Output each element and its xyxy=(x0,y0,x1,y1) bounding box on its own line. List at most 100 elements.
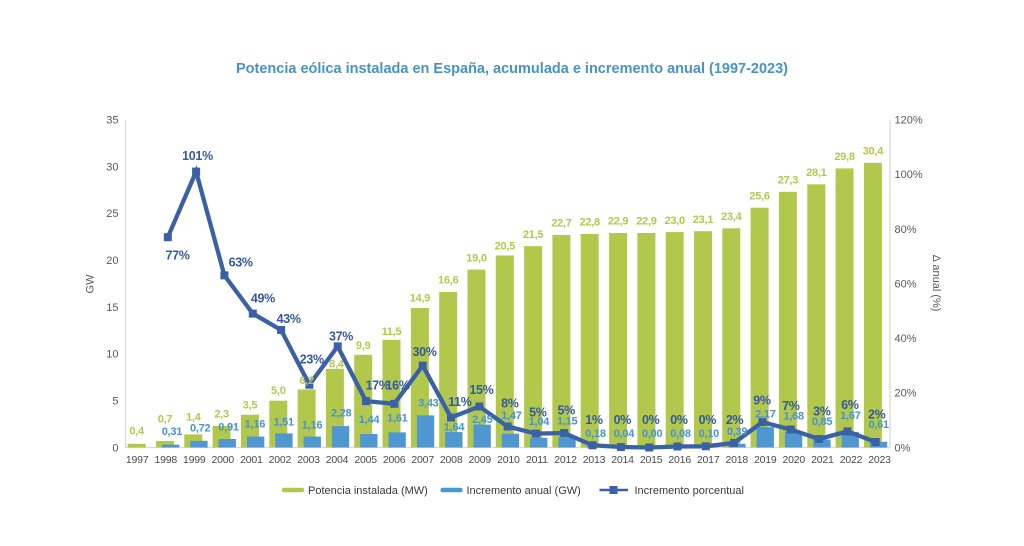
svg-text:0,72: 0,72 xyxy=(190,423,211,435)
svg-text:0,39: 0,39 xyxy=(727,426,748,438)
svg-text:5%: 5% xyxy=(529,406,547,420)
svg-text:2%: 2% xyxy=(726,413,744,427)
svg-text:7%: 7% xyxy=(782,399,800,413)
svg-text:2023: 2023 xyxy=(868,454,891,466)
svg-text:2018: 2018 xyxy=(726,454,749,466)
svg-text:120%: 120% xyxy=(895,115,923,127)
svg-text:30: 30 xyxy=(106,161,118,173)
svg-text:8,4: 8,4 xyxy=(329,359,345,371)
svg-text:2,45: 2,45 xyxy=(472,414,493,426)
svg-text:0,08: 0,08 xyxy=(670,428,691,440)
svg-text:9,9: 9,9 xyxy=(356,340,371,352)
svg-text:25,6: 25,6 xyxy=(749,190,770,202)
svg-text:1,47: 1,47 xyxy=(501,410,522,422)
svg-text:28,1: 28,1 xyxy=(806,167,827,179)
svg-text:0,31: 0,31 xyxy=(162,426,183,438)
svg-text:0%: 0% xyxy=(614,413,632,427)
svg-text:40%: 40% xyxy=(895,333,917,345)
svg-text:2021: 2021 xyxy=(811,454,834,466)
svg-text:11,5: 11,5 xyxy=(382,326,402,338)
svg-text:23%: 23% xyxy=(300,353,324,367)
svg-text:15%: 15% xyxy=(469,383,493,397)
svg-text:0%: 0% xyxy=(642,413,660,427)
svg-text:5: 5 xyxy=(112,396,118,408)
svg-text:1,51: 1,51 xyxy=(273,417,294,429)
svg-text:3%: 3% xyxy=(813,404,831,418)
svg-text:25: 25 xyxy=(106,208,118,220)
svg-text:30%: 30% xyxy=(412,345,436,359)
svg-text:37%: 37% xyxy=(329,329,353,343)
svg-text:2012: 2012 xyxy=(554,454,577,466)
svg-text:Δ anual (%): Δ anual (%) xyxy=(930,255,942,312)
svg-text:5,0: 5,0 xyxy=(271,385,286,397)
svg-text:16%: 16% xyxy=(386,379,410,393)
svg-text:100%: 100% xyxy=(895,169,923,181)
svg-text:22,9: 22,9 xyxy=(608,216,629,228)
svg-text:2011: 2011 xyxy=(526,454,548,466)
svg-text:0,00: 0,00 xyxy=(642,428,663,440)
svg-text:1,16: 1,16 xyxy=(245,418,266,430)
svg-text:2004: 2004 xyxy=(326,454,349,466)
svg-text:101%: 101% xyxy=(182,149,213,163)
svg-text:49%: 49% xyxy=(251,292,275,306)
svg-text:2008: 2008 xyxy=(440,454,463,466)
svg-text:5%: 5% xyxy=(557,404,575,418)
svg-text:2009: 2009 xyxy=(469,454,492,466)
svg-text:2000: 2000 xyxy=(212,454,235,466)
svg-text:2002: 2002 xyxy=(269,454,292,466)
svg-text:Potencia eólica instalada en E: Potencia eólica instalada en España, acu… xyxy=(236,61,788,77)
svg-text:2,3: 2,3 xyxy=(214,408,229,420)
svg-text:77%: 77% xyxy=(165,249,189,263)
svg-text:2007: 2007 xyxy=(411,454,434,466)
svg-text:Potencia instalada (MW): Potencia instalada (MW) xyxy=(308,485,428,497)
svg-text:1,16: 1,16 xyxy=(302,420,323,432)
svg-text:11%: 11% xyxy=(448,395,472,409)
svg-text:Incremento porcentual: Incremento porcentual xyxy=(635,485,744,497)
svg-text:0,91: 0,91 xyxy=(218,422,239,434)
svg-text:22,9: 22,9 xyxy=(636,216,657,228)
svg-text:2014: 2014 xyxy=(611,454,634,466)
svg-text:2005: 2005 xyxy=(354,454,377,466)
svg-text:22,8: 22,8 xyxy=(579,217,600,229)
svg-text:2001: 2001 xyxy=(240,454,263,466)
svg-text:21,5: 21,5 xyxy=(523,229,544,241)
svg-text:2,28: 2,28 xyxy=(331,407,352,419)
svg-text:1,44: 1,44 xyxy=(359,414,381,426)
svg-text:3,5: 3,5 xyxy=(243,400,258,412)
svg-text:1,64: 1,64 xyxy=(444,422,466,434)
svg-text:0,4: 0,4 xyxy=(129,426,145,438)
svg-text:30,4: 30,4 xyxy=(863,146,885,158)
svg-text:0,7: 0,7 xyxy=(158,414,173,426)
svg-text:80%: 80% xyxy=(895,224,917,236)
svg-text:27,3: 27,3 xyxy=(778,175,799,187)
svg-text:20: 20 xyxy=(106,255,118,267)
svg-text:20%: 20% xyxy=(895,388,917,400)
svg-text:2020: 2020 xyxy=(783,454,806,466)
svg-text:0: 0 xyxy=(112,442,118,454)
svg-text:14,9: 14,9 xyxy=(410,292,431,304)
svg-text:2022: 2022 xyxy=(840,454,863,466)
svg-text:60%: 60% xyxy=(895,278,917,290)
svg-text:2,17: 2,17 xyxy=(755,408,776,420)
svg-text:3,43: 3,43 xyxy=(418,397,439,409)
svg-text:29,8: 29,8 xyxy=(834,151,855,163)
svg-text:0%: 0% xyxy=(699,413,717,427)
svg-text:43%: 43% xyxy=(277,312,301,326)
svg-text:23,0: 23,0 xyxy=(664,215,685,227)
svg-text:GW: GW xyxy=(85,274,97,294)
svg-text:1997: 1997 xyxy=(126,454,149,466)
svg-text:63%: 63% xyxy=(229,255,253,269)
svg-text:1998: 1998 xyxy=(155,454,178,466)
svg-text:20,5: 20,5 xyxy=(495,240,516,252)
svg-text:2010: 2010 xyxy=(497,454,520,466)
svg-text:Incremento anual (GW): Incremento anual (GW) xyxy=(467,485,581,497)
svg-text:0,18: 0,18 xyxy=(585,428,606,440)
svg-text:0,04: 0,04 xyxy=(614,428,636,440)
svg-text:2013: 2013 xyxy=(583,454,606,466)
svg-text:2016: 2016 xyxy=(668,454,691,466)
svg-text:19,0: 19,0 xyxy=(466,252,487,264)
svg-text:0%: 0% xyxy=(670,413,688,427)
svg-text:0,10: 0,10 xyxy=(699,428,720,440)
svg-text:6,2: 6,2 xyxy=(299,375,314,387)
svg-text:9%: 9% xyxy=(753,394,771,408)
